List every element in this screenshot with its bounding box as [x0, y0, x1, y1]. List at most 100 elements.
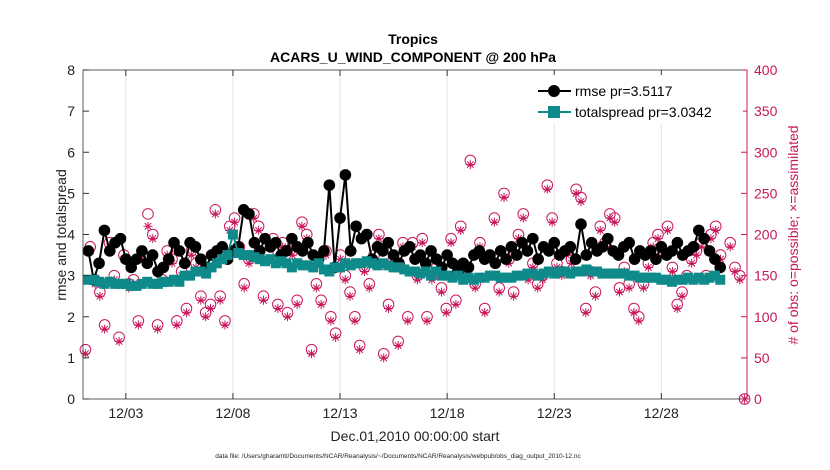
- rmse-point: [173, 245, 186, 257]
- obs-assimilated-point: [292, 299, 302, 309]
- legend-totalspread-marker: [548, 106, 560, 118]
- y-tick-label: 5: [67, 185, 75, 201]
- obs-assimilated-point: [153, 324, 163, 334]
- obs-assimilated-point: [297, 221, 307, 231]
- obs-assimilated-point: [533, 283, 543, 293]
- obs-assimilated-point: [629, 308, 639, 318]
- obs-assimilated-point: [311, 283, 321, 293]
- y-tick-label: 6: [67, 144, 75, 160]
- rmse-point: [141, 257, 154, 270]
- obs-assimilated-point: [417, 238, 427, 248]
- obs-assimilated-point: [331, 332, 341, 342]
- totalspread-point: [335, 262, 346, 273]
- rmse-point: [462, 261, 475, 274]
- obs-assimilated-point: [80, 349, 90, 359]
- totalspread-point: [383, 260, 394, 271]
- obs-assimilated-point: [355, 345, 365, 355]
- obs-assimilated-point: [523, 275, 533, 285]
- obs-assimilated-point: [379, 353, 389, 363]
- totalspread-point: [474, 272, 485, 283]
- totalspread-point: [244, 250, 254, 261]
- obs-assimilated-point: [345, 291, 355, 301]
- obs-assimilated-point: [201, 312, 211, 322]
- series-layer: [79, 84, 751, 405]
- totalspread-point: [88, 274, 99, 285]
- totalspread-point: [613, 268, 624, 279]
- totalspread-point: [361, 256, 372, 267]
- rmse-point: [548, 236, 561, 249]
- x-axis-label: Dec.01,2010 00:00:00 start: [331, 428, 500, 444]
- obs-assimilated-point: [326, 316, 336, 326]
- totalspread-point: [302, 260, 313, 271]
- totalspread-point: [672, 274, 683, 285]
- rmse-point: [441, 249, 453, 261]
- rmse-point: [286, 232, 298, 245]
- obs-assimilated-point: [696, 242, 706, 252]
- obs-assimilated-point: [451, 299, 461, 309]
- totalspread-point: [190, 266, 201, 277]
- totalspread-point: [351, 258, 362, 269]
- obs-assimilated-point: [470, 283, 480, 293]
- obs-assimilated-point: [725, 242, 735, 252]
- obs-assimilated-point: [206, 304, 216, 314]
- rmse-point: [344, 245, 357, 257]
- rmse-point: [157, 261, 170, 274]
- rmse-point: [650, 253, 662, 265]
- totalspread-point: [640, 272, 651, 283]
- totalspread-point: [249, 252, 260, 263]
- obs-assimilated-point: [138, 254, 148, 264]
- rmse-point: [489, 257, 502, 270]
- totalspread-point: [206, 262, 217, 273]
- totalspread-point: [436, 270, 447, 281]
- obs-assimilated-point: [403, 316, 413, 326]
- y2-tick-label: 300: [754, 144, 778, 160]
- totalspread-point: [233, 248, 244, 259]
- rmse-point: [446, 257, 459, 270]
- obs-assimilated-point: [422, 316, 432, 326]
- rmse-point: [510, 249, 523, 261]
- rmse-point: [387, 249, 400, 261]
- obs-assimilated-point: [412, 275, 422, 285]
- obs-assimilated-point: [133, 320, 143, 330]
- obs-assimilated-point: [393, 341, 403, 351]
- totalspread-point: [442, 270, 453, 281]
- obs-assimilated-point: [494, 287, 504, 297]
- totalspread-point: [211, 258, 222, 269]
- totalspread-point: [126, 280, 137, 291]
- y2-tick-label: 200: [754, 227, 778, 243]
- rmse-point: [671, 236, 684, 249]
- rmse-point: [403, 241, 416, 253]
- totalspread-point: [367, 258, 378, 269]
- totalspread-point: [415, 268, 426, 279]
- x-tick-label: 12/13: [323, 405, 358, 421]
- totalspread-series: [83, 229, 726, 291]
- y-tick-label: 8: [67, 62, 75, 78]
- totalspread-point: [650, 272, 661, 283]
- totalspread-point: [147, 278, 158, 289]
- obs-assimilated-point: [456, 225, 466, 235]
- totalspread-point: [709, 270, 720, 281]
- totalspread-point: [270, 258, 281, 269]
- obs-assimilated-point: [518, 213, 528, 223]
- totalspread-point: [602, 268, 613, 279]
- totalspread-point: [463, 272, 474, 283]
- y-tick-label: 0: [67, 391, 75, 407]
- totalspread-point: [260, 256, 271, 267]
- rmse-point: [98, 224, 111, 237]
- totalspread-point: [169, 274, 180, 285]
- totalspread-point: [217, 254, 228, 265]
- obs-assimilated-point: [730, 267, 740, 277]
- rmse-point: [473, 245, 486, 257]
- obs-assimilated-point: [542, 184, 552, 194]
- totalspread-point: [104, 276, 115, 287]
- obs-assimilated-point: [639, 283, 649, 293]
- obs-assimilated-point: [254, 225, 264, 235]
- y2-tick-label: 50: [754, 350, 770, 366]
- totalspread-point: [570, 266, 581, 277]
- totalspread-point: [538, 268, 549, 279]
- rmse-point: [318, 245, 330, 257]
- obs-assimilated-point: [307, 349, 317, 359]
- totalspread-point: [131, 280, 142, 291]
- rmse-point: [527, 232, 539, 245]
- totalspread-point: [522, 268, 533, 279]
